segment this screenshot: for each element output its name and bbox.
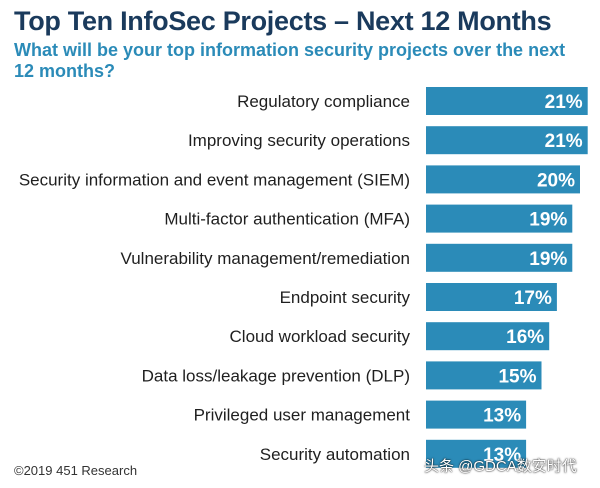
bar bbox=[426, 283, 557, 311]
category-label: Security automation bbox=[260, 445, 410, 464]
bar bbox=[426, 439, 527, 468]
category-label: Vulnerability management/remediation bbox=[121, 249, 410, 268]
copyright-text: ©2019 451 Research bbox=[14, 463, 138, 478]
category-label: Endpoint security bbox=[280, 288, 411, 307]
category-label: Regulatory compliance bbox=[237, 92, 410, 111]
bar bbox=[426, 165, 580, 194]
category-label: Security information and event managemen… bbox=[19, 170, 410, 189]
bar bbox=[426, 204, 573, 233]
bar bbox=[426, 126, 588, 155]
bar bbox=[426, 243, 573, 272]
chart-subtitle: What will be your top information securi… bbox=[14, 40, 566, 81]
value-label: 20% bbox=[537, 170, 575, 191]
value-label: 19% bbox=[529, 210, 567, 231]
bar bbox=[426, 87, 588, 115]
value-label: 15% bbox=[498, 366, 536, 387]
value-label: 16% bbox=[506, 327, 544, 348]
value-label: 19% bbox=[529, 249, 567, 270]
category-label: Privileged user management bbox=[194, 406, 411, 425]
value-label: 13% bbox=[483, 445, 521, 466]
chart-title: Top Ten InfoSec Projects – Next 12 Month… bbox=[14, 6, 552, 36]
bar bbox=[426, 322, 550, 351]
bar bbox=[426, 400, 527, 429]
value-label: 17% bbox=[514, 288, 552, 309]
value-label: 21% bbox=[545, 92, 583, 113]
category-label: Data loss/leakage prevention (DLP) bbox=[142, 366, 410, 385]
bar bbox=[426, 361, 542, 390]
category-label: Cloud workload security bbox=[230, 327, 411, 346]
category-label: Multi-factor authentication (MFA) bbox=[164, 210, 410, 229]
value-label: 13% bbox=[483, 406, 521, 427]
watermark-text: 头条 @GDCA数安时代 bbox=[424, 458, 577, 475]
category-label: Improving security operations bbox=[188, 131, 410, 150]
value-label: 21% bbox=[545, 131, 583, 152]
